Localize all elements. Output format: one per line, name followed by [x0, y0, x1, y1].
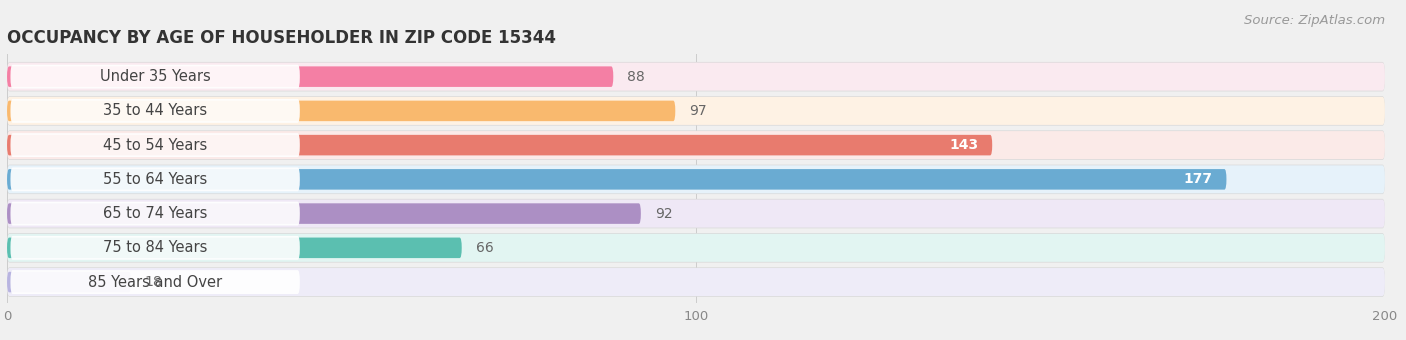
FancyBboxPatch shape — [10, 167, 299, 191]
FancyBboxPatch shape — [10, 133, 299, 157]
Text: 85 Years and Over: 85 Years and Over — [89, 275, 222, 290]
Text: 35 to 44 Years: 35 to 44 Years — [103, 103, 207, 118]
FancyBboxPatch shape — [7, 200, 1385, 227]
FancyBboxPatch shape — [7, 63, 1385, 91]
Text: 143: 143 — [949, 138, 979, 152]
FancyBboxPatch shape — [7, 199, 1385, 228]
FancyBboxPatch shape — [7, 97, 1385, 125]
Text: Under 35 Years: Under 35 Years — [100, 69, 211, 84]
Text: 65 to 74 Years: 65 to 74 Years — [103, 206, 207, 221]
Text: 45 to 54 Years: 45 to 54 Years — [103, 138, 207, 153]
Text: 97: 97 — [689, 104, 707, 118]
FancyBboxPatch shape — [7, 169, 1226, 190]
FancyBboxPatch shape — [7, 272, 131, 292]
FancyBboxPatch shape — [7, 267, 1385, 297]
FancyBboxPatch shape — [7, 96, 1385, 125]
FancyBboxPatch shape — [7, 268, 1385, 296]
FancyBboxPatch shape — [7, 165, 1385, 193]
FancyBboxPatch shape — [10, 65, 299, 89]
FancyBboxPatch shape — [7, 238, 461, 258]
Text: Source: ZipAtlas.com: Source: ZipAtlas.com — [1244, 14, 1385, 27]
FancyBboxPatch shape — [7, 165, 1385, 194]
FancyBboxPatch shape — [10, 202, 299, 225]
Text: OCCUPANCY BY AGE OF HOUSEHOLDER IN ZIP CODE 15344: OCCUPANCY BY AGE OF HOUSEHOLDER IN ZIP C… — [7, 29, 555, 47]
FancyBboxPatch shape — [7, 66, 613, 87]
FancyBboxPatch shape — [10, 99, 299, 123]
FancyBboxPatch shape — [7, 135, 993, 155]
Text: 18: 18 — [145, 275, 163, 289]
FancyBboxPatch shape — [7, 101, 675, 121]
Text: 92: 92 — [655, 207, 672, 221]
FancyBboxPatch shape — [7, 131, 1385, 159]
FancyBboxPatch shape — [7, 233, 1385, 262]
FancyBboxPatch shape — [7, 203, 641, 224]
Text: 88: 88 — [627, 70, 645, 84]
Text: 66: 66 — [475, 241, 494, 255]
FancyBboxPatch shape — [10, 236, 299, 260]
Text: 75 to 84 Years: 75 to 84 Years — [103, 240, 207, 255]
FancyBboxPatch shape — [7, 131, 1385, 160]
FancyBboxPatch shape — [10, 270, 299, 294]
Text: 177: 177 — [1184, 172, 1213, 186]
FancyBboxPatch shape — [7, 62, 1385, 91]
Text: 55 to 64 Years: 55 to 64 Years — [103, 172, 207, 187]
FancyBboxPatch shape — [7, 234, 1385, 262]
